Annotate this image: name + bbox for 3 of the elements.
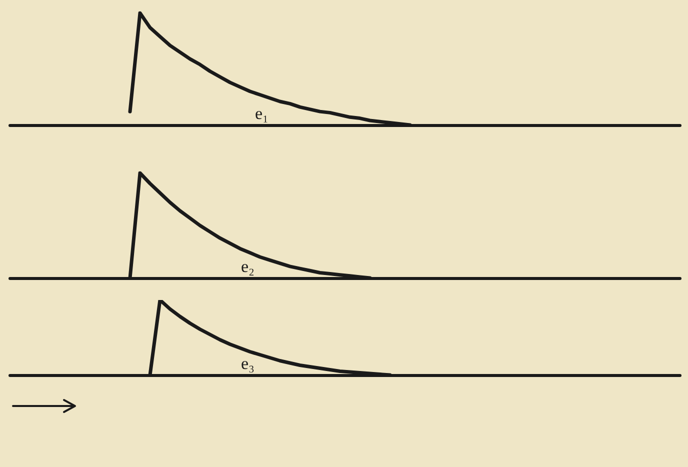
series-label: e₃ bbox=[241, 354, 255, 373]
series-label: e₁ bbox=[255, 104, 268, 123]
series-label: e₂ bbox=[241, 257, 254, 276]
